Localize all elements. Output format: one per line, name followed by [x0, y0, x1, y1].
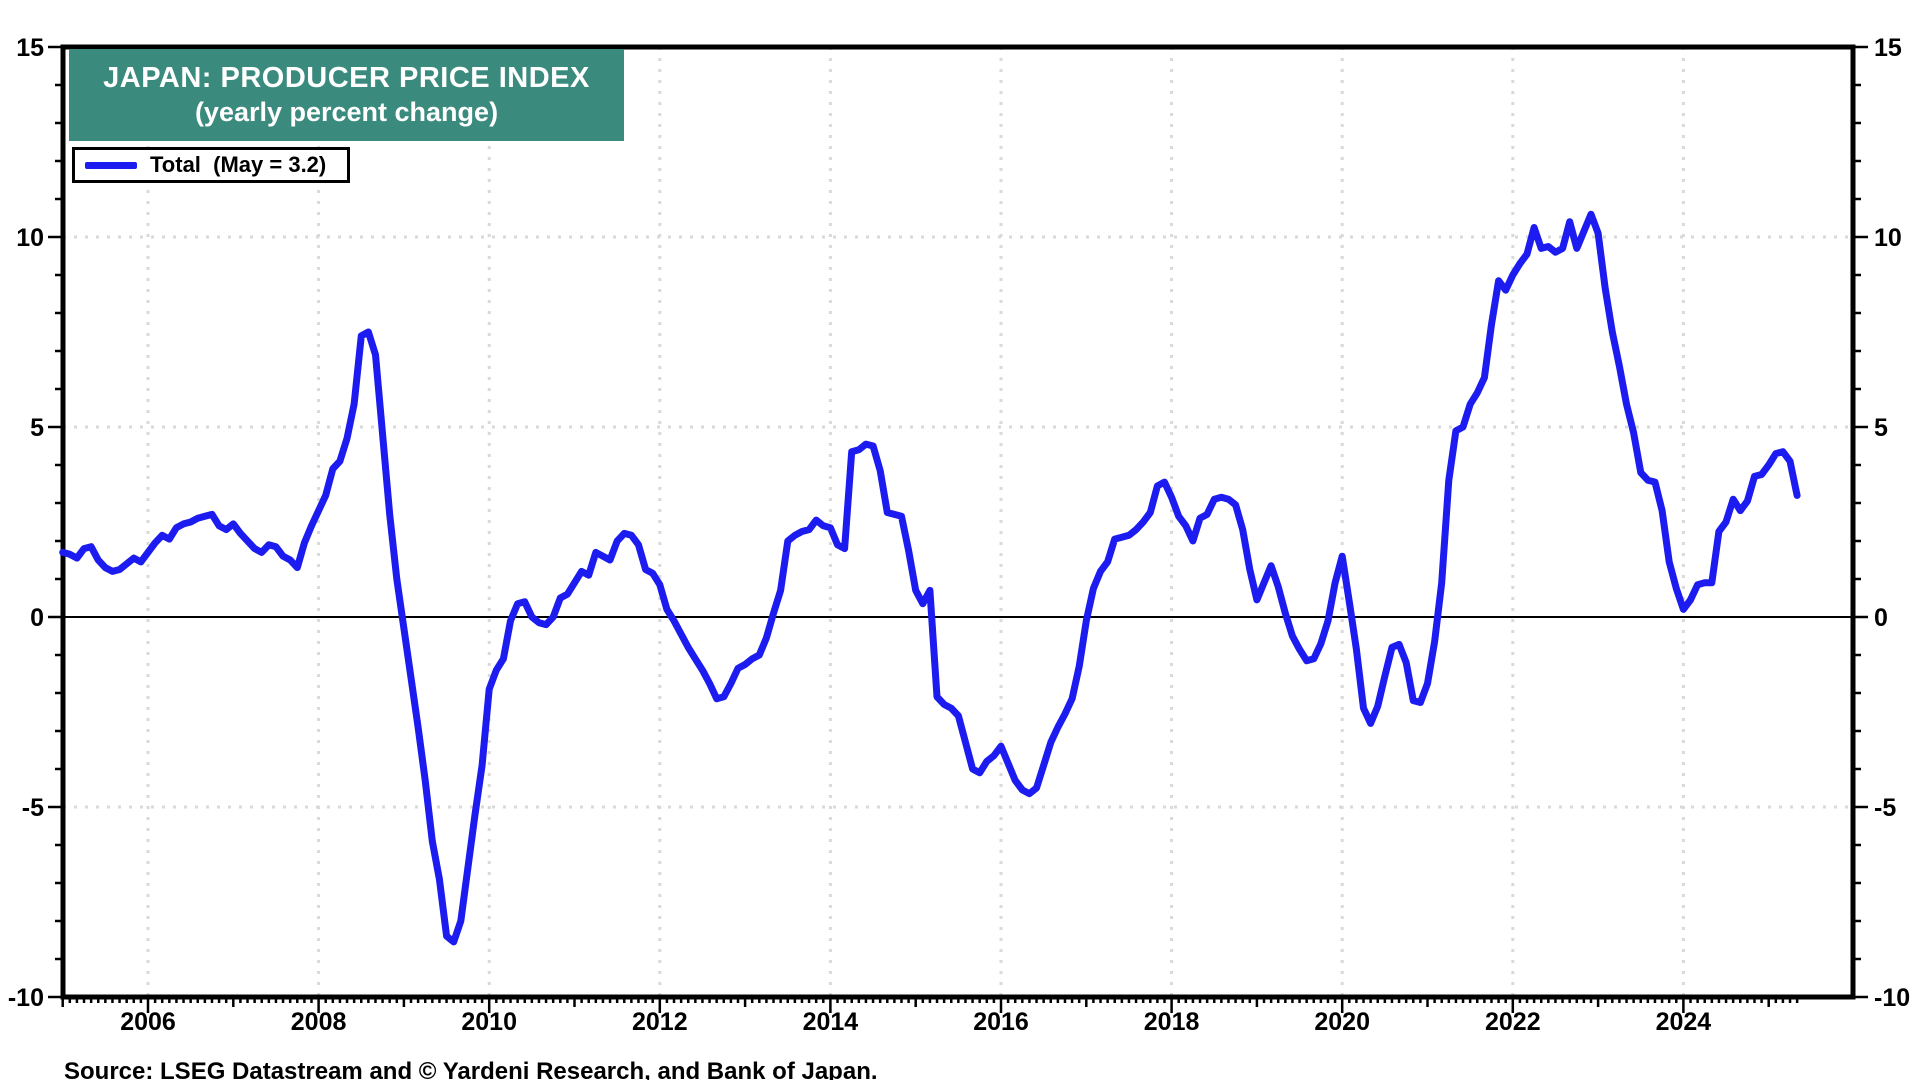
y-axis-label-left--10: -10 — [8, 984, 44, 1012]
y-axis-label-right-5: 5 — [1874, 414, 1888, 442]
y-axis-label-left-10: 10 — [16, 224, 44, 252]
chart-title-box: JAPAN: PRODUCER PRICE INDEX (yearly perc… — [69, 49, 624, 141]
source-attribution: Source: LSEG Datastream and © Yardeni Re… — [64, 1058, 878, 1080]
total-ppi-series-line — [59, 210, 1801, 946]
y-axis-label-right-0: 0 — [1874, 604, 1888, 632]
x-axis-label-2010: 2010 — [461, 1008, 517, 1036]
y-axis-label-left--5: -5 — [22, 794, 44, 822]
x-axis-label-2022: 2022 — [1485, 1008, 1541, 1036]
x-axis-label-2014: 2014 — [803, 1008, 859, 1036]
y-axis-label-right--10: -10 — [1874, 984, 1910, 1012]
y-axis-label-right-15: 15 — [1874, 34, 1902, 62]
x-axis-label-2012: 2012 — [632, 1008, 688, 1036]
chart-subtitle: (yearly percent change) — [194, 97, 499, 128]
x-axis-label-2008: 2008 — [291, 1008, 347, 1036]
legend-label: Total (May = 3.2) — [150, 152, 327, 177]
y-axis-label-right--5: -5 — [1874, 794, 1896, 822]
chart-title: JAPAN: PRODUCER PRICE INDEX — [103, 62, 590, 94]
x-axis-label-2018: 2018 — [1144, 1008, 1200, 1036]
y-axis-label-left-15: 15 — [16, 34, 44, 62]
plot-border — [60, 44, 1856, 1000]
x-axis-label-2020: 2020 — [1314, 1008, 1370, 1036]
x-axis-label-2006: 2006 — [120, 1008, 176, 1036]
x-axis-label-2016: 2016 — [973, 1008, 1029, 1036]
legend: Total (May = 3.2) — [72, 147, 350, 183]
y-axis-label-left-0: 0 — [30, 604, 44, 632]
legend-line-swatch — [85, 161, 137, 169]
y-axis-label-left-5: 5 — [30, 414, 44, 442]
x-axis-label-2024: 2024 — [1656, 1008, 1712, 1036]
y-axis-label-right-10: 10 — [1874, 224, 1902, 252]
